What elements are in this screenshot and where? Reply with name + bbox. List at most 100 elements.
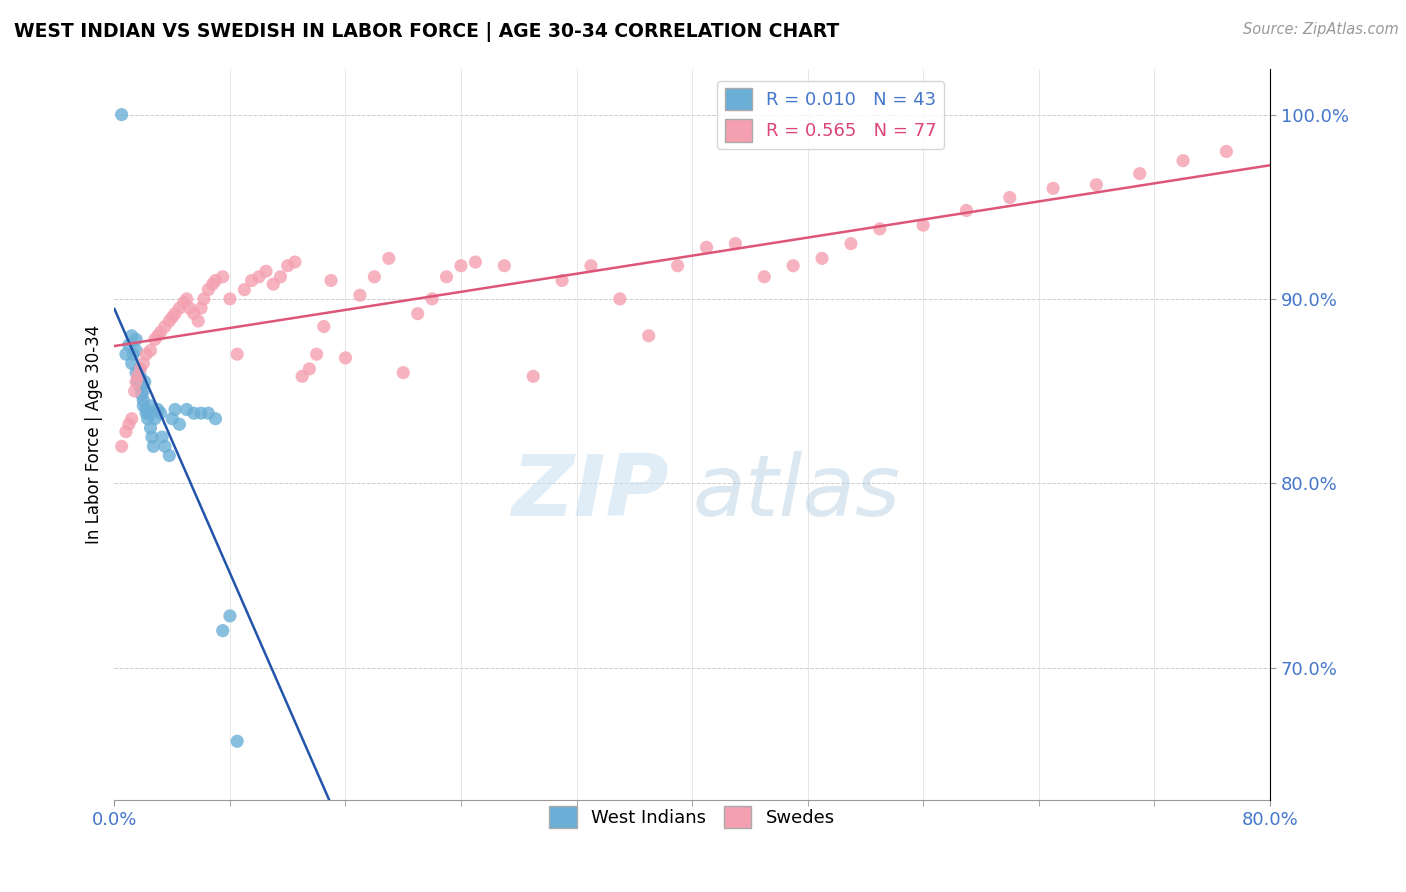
Point xyxy=(579,259,602,273)
Point xyxy=(142,439,165,453)
Point xyxy=(666,259,689,273)
Point xyxy=(149,325,172,339)
Point xyxy=(141,430,163,444)
Point xyxy=(201,277,224,292)
Point xyxy=(146,328,169,343)
Point xyxy=(269,269,291,284)
Point xyxy=(1085,178,1108,192)
Point xyxy=(121,328,143,343)
Point xyxy=(450,259,472,273)
Point xyxy=(118,417,141,432)
Point xyxy=(197,283,219,297)
Point xyxy=(139,399,162,413)
Point xyxy=(392,366,415,380)
Point xyxy=(111,107,134,121)
Point xyxy=(955,203,977,218)
Point xyxy=(254,264,277,278)
Point xyxy=(811,252,834,266)
Point xyxy=(149,406,172,420)
Point xyxy=(494,259,516,273)
Point xyxy=(128,362,150,376)
Point xyxy=(125,366,148,380)
Point xyxy=(436,269,458,284)
Point xyxy=(378,252,401,266)
Legend: West Indians, Swedes: West Indians, Swedes xyxy=(543,798,842,835)
Point xyxy=(305,347,328,361)
Point xyxy=(143,333,166,347)
Point xyxy=(143,411,166,425)
Point xyxy=(240,273,263,287)
Point xyxy=(129,380,152,394)
Point xyxy=(125,343,148,358)
Point xyxy=(111,439,134,453)
Point xyxy=(169,301,191,315)
Text: WEST INDIAN VS SWEDISH IN LABOR FORCE | AGE 30-34 CORRELATION CHART: WEST INDIAN VS SWEDISH IN LABOR FORCE | … xyxy=(14,22,839,42)
Point xyxy=(135,406,157,420)
Point xyxy=(204,273,226,287)
Point xyxy=(183,307,205,321)
Point xyxy=(406,307,429,321)
Point xyxy=(262,277,284,292)
Point xyxy=(211,624,233,638)
Text: Source: ZipAtlas.com: Source: ZipAtlas.com xyxy=(1243,22,1399,37)
Point xyxy=(782,259,804,273)
Point xyxy=(134,375,156,389)
Point xyxy=(1215,145,1237,159)
Point xyxy=(1042,181,1064,195)
Point xyxy=(197,406,219,420)
Point xyxy=(187,314,209,328)
Point xyxy=(998,190,1021,204)
Point xyxy=(464,255,486,269)
Point xyxy=(551,273,574,287)
Point xyxy=(319,273,342,287)
Point xyxy=(233,283,256,297)
Point xyxy=(132,399,155,413)
Point xyxy=(127,369,149,384)
Point xyxy=(136,411,159,425)
Point xyxy=(247,269,270,284)
Point xyxy=(695,240,717,254)
Point xyxy=(121,356,143,370)
Point xyxy=(637,328,659,343)
Point xyxy=(146,402,169,417)
Point xyxy=(291,369,314,384)
Point xyxy=(131,388,153,402)
Point xyxy=(139,343,162,358)
Point xyxy=(609,292,631,306)
Point xyxy=(284,255,307,269)
Point xyxy=(125,333,148,347)
Point xyxy=(157,449,180,463)
Point xyxy=(869,222,891,236)
Point xyxy=(839,236,862,251)
Point xyxy=(335,351,357,365)
Point xyxy=(226,347,249,361)
Point xyxy=(912,218,935,232)
Point xyxy=(115,347,138,361)
Text: ZIP: ZIP xyxy=(512,451,669,534)
Point xyxy=(124,384,146,398)
Point xyxy=(122,347,145,361)
Point xyxy=(204,411,226,425)
Point xyxy=(190,406,212,420)
Point xyxy=(193,292,215,306)
Point xyxy=(153,319,176,334)
Point xyxy=(226,734,249,748)
Point xyxy=(135,402,157,417)
Point xyxy=(1171,153,1194,168)
Point xyxy=(129,362,152,376)
Point xyxy=(139,421,162,435)
Point xyxy=(132,356,155,370)
Point xyxy=(219,292,242,306)
Point xyxy=(211,269,233,284)
Point xyxy=(125,375,148,389)
Point xyxy=(138,406,160,420)
Point xyxy=(160,411,183,425)
Point xyxy=(298,362,321,376)
Point xyxy=(157,314,180,328)
Point xyxy=(179,301,201,315)
Point xyxy=(135,347,157,361)
Point xyxy=(1129,167,1152,181)
Point xyxy=(132,393,155,408)
Point xyxy=(173,295,195,310)
Point xyxy=(127,375,149,389)
